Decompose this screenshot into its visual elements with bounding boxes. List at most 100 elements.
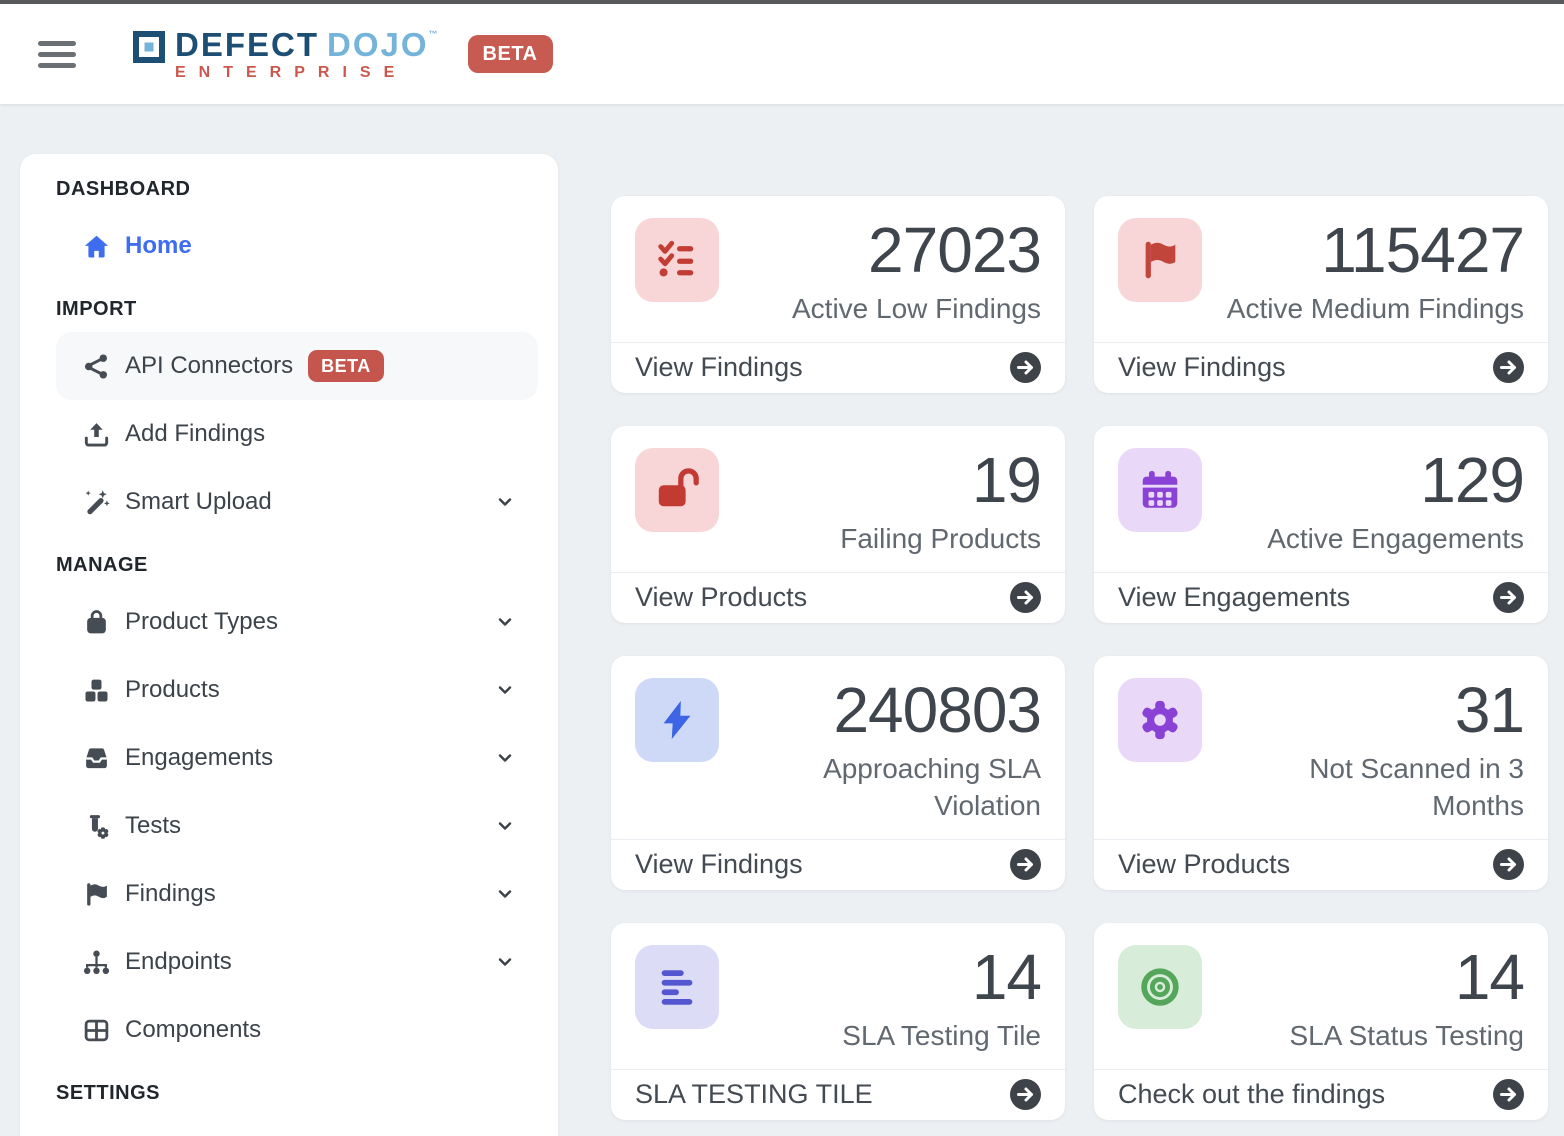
sidebar-item-label: Findings <box>125 880 216 907</box>
sidebar-heading-import: IMPORT <box>56 298 137 320</box>
metric-value: 240803 <box>833 673 1042 746</box>
sidebar-heading-settings: SETTINGS <box>56 1082 161 1104</box>
upload-icon <box>83 421 110 448</box>
footer-link-label: Check out the findings <box>1118 1079 1386 1110</box>
lock-open-icon <box>635 447 719 532</box>
metric-value: 27023 <box>868 214 1042 286</box>
chevron-down-icon <box>498 890 512 898</box>
sidebar-item-label: Components <box>125 1016 262 1043</box>
sidebar: DASHBOARD Home IMPORT API Connectors BET… <box>20 154 558 1136</box>
card-footer-link[interactable]: Check out the findings <box>1094 1068 1548 1120</box>
sidebar-item-engagements[interactable]: Engagements <box>56 724 538 792</box>
hamburger-menu-icon[interactable] <box>38 37 78 71</box>
card-approaching-sla-violation: 240803 Approaching SLA Violation View Fi… <box>611 655 1065 890</box>
sidebar-item-components[interactable]: Components <box>56 996 538 1064</box>
app-header: DEFECT DOJO ™ ENTERPRISE BETA <box>0 4 1564 104</box>
card-failing-products: 19 Failing Products View Products <box>611 425 1065 623</box>
sidebar-heading-dashboard: DASHBOARD <box>56 178 191 200</box>
sidebar-item-findings[interactable]: Findings <box>56 860 538 928</box>
footer-link-label: SLA TESTING TILE <box>635 1079 873 1110</box>
flag-icon <box>83 881 110 908</box>
arrow-right-icon <box>1010 1079 1041 1111</box>
card-footer-link[interactable]: View Findings <box>1094 341 1548 393</box>
boxes-icon <box>83 677 110 704</box>
sidebar-item-smart-upload[interactable]: Smart Upload <box>56 468 538 536</box>
chevron-down-icon <box>498 822 512 830</box>
sidebar-item-label: Tests <box>125 812 182 839</box>
metric-label: Not Scanned in 3 Months <box>1309 752 1524 822</box>
sidebar-item-tests[interactable]: Tests <box>56 792 538 860</box>
chevron-down-icon <box>498 618 512 626</box>
metric-value: 129 <box>1420 443 1525 516</box>
sidebar-item-endpoints[interactable]: Endpoints <box>56 928 538 996</box>
footer-link-label: View Findings <box>1118 352 1286 383</box>
metric-value: 14 <box>971 940 1042 1013</box>
logo-word-defect: DEFECT <box>175 25 319 63</box>
sidebar-item-label: Products <box>125 676 220 703</box>
wand-magic-icon <box>83 489 110 516</box>
card-not-scanned-3-months: 31 Not Scanned in 3 Months View Products <box>1094 655 1548 890</box>
card-footer-link[interactable]: View Findings <box>611 838 1065 890</box>
card-footer-link[interactable]: View Products <box>611 571 1065 623</box>
footer-link-label: View Products <box>1118 849 1291 880</box>
sidebar-item-label: Add Findings <box>125 420 266 447</box>
defectdojo-logo[interactable]: DEFECT DOJO ™ ENTERPRISE <box>132 28 440 81</box>
sidebar-item-label: Endpoints <box>125 948 232 975</box>
metric-label: SLA Testing Tile <box>842 1020 1041 1052</box>
card-sla-testing-tile: 14 SLA Testing Tile SLA TESTING TILE <box>611 922 1065 1120</box>
sidebar-item-label: Home <box>125 232 192 259</box>
sidebar-item-label: API Connectors <box>125 352 294 379</box>
chevron-down-icon <box>498 958 512 966</box>
sidebar-item-label: Engagements <box>125 744 274 771</box>
card-footer-link[interactable]: View Engagements <box>1094 571 1548 623</box>
metric-value: 31 <box>1454 673 1525 746</box>
calendar-icon <box>1118 447 1202 532</box>
logo-word-enterprise: ENTERPRISE <box>175 63 408 81</box>
sidebar-item-add-findings[interactable]: Add Findings <box>56 400 538 468</box>
bag-shopping-icon <box>83 609 110 636</box>
metric-value: 115427 <box>1321 214 1525 286</box>
sidebar-item-api-connectors[interactable]: API Connectors BETA <box>56 332 538 400</box>
metric-value: 14 <box>1454 940 1525 1013</box>
bullseye-icon <box>1118 944 1202 1029</box>
metric-label: Active Medium Findings <box>1226 293 1524 325</box>
sidebar-item-product-types[interactable]: Product Types <box>56 588 538 656</box>
sidebar-item-label: Smart Upload <box>125 488 272 515</box>
card-footer-link[interactable]: View Findings <box>611 341 1065 393</box>
sidebar-item-partial[interactable] <box>56 1116 538 1136</box>
arrow-right-icon <box>1493 582 1524 614</box>
gear-icon <box>1118 677 1202 762</box>
bolt-icon <box>635 677 719 762</box>
chevron-down-icon <box>498 686 512 694</box>
sidebar-item-home[interactable]: Home <box>56 212 538 280</box>
sitemap-icon <box>83 949 110 976</box>
metric-value: 19 <box>971 443 1042 516</box>
card-footer-link[interactable]: View Products <box>1094 838 1548 890</box>
logo-word-dojo: DOJO <box>327 25 429 63</box>
arrow-right-icon <box>1493 352 1524 384</box>
card-footer-link[interactable]: SLA TESTING TILE <box>611 1068 1065 1120</box>
metric-label: SLA Status Testing <box>1289 1020 1524 1052</box>
sidebar-item-products[interactable]: Products <box>56 656 538 724</box>
chevron-down-icon <box>498 498 512 506</box>
arrow-right-icon <box>1010 352 1041 384</box>
arrow-right-icon <box>1493 1079 1524 1111</box>
align-left-icon <box>635 944 719 1029</box>
logo-trademark: ™ <box>428 28 440 39</box>
card-sla-status-testing: 14 SLA Status Testing Check out the find… <box>1094 922 1548 1120</box>
chevron-down-icon <box>498 754 512 762</box>
list-check-icon <box>635 218 719 302</box>
arrow-right-icon <box>1010 849 1041 881</box>
api-connectors-beta-badge: BETA <box>308 350 384 382</box>
inbox-icon <box>83 745 110 772</box>
footer-link-label: View Findings <box>635 352 803 383</box>
arrow-right-icon <box>1010 582 1041 614</box>
metric-label: Active Engagements <box>1267 523 1524 555</box>
card-active-low-findings: 27023 Active Low Findings View Findings <box>611 196 1065 393</box>
table-cells-icon <box>83 1017 110 1044</box>
footer-link-label: View Products <box>635 582 808 613</box>
sidebar-heading-manage: MANAGE <box>56 554 148 576</box>
logo-mark-icon <box>133 31 165 63</box>
card-active-engagements: 129 Active Engagements View Engagements <box>1094 425 1548 623</box>
vial-gear-icon <box>83 813 110 840</box>
